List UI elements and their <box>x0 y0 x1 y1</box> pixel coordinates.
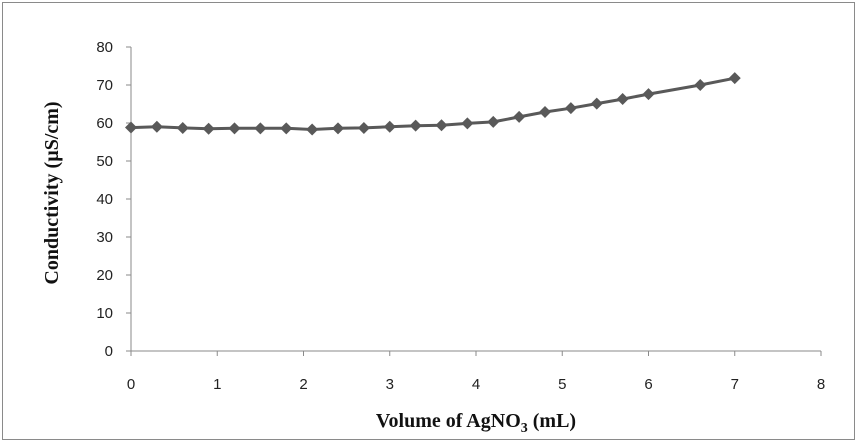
series-line <box>130 76 736 131</box>
data-point-marker <box>150 120 163 133</box>
data-point-marker <box>332 122 344 135</box>
data-point-marker <box>564 102 577 115</box>
y-tick-label: 10 <box>96 305 113 322</box>
data-point-marker <box>487 115 500 128</box>
x-tick-label: 5 <box>558 376 566 393</box>
data-point-marker <box>409 119 422 132</box>
x-axis-title-subscript: 3 <box>521 421 528 436</box>
y-tick-label: 60 <box>96 115 113 132</box>
data-point-marker <box>513 110 526 123</box>
x-tick-label: 0 <box>127 376 135 393</box>
data-point-marker <box>125 121 137 134</box>
data-point-marker <box>435 119 448 132</box>
data-point-marker <box>176 121 189 134</box>
x-axis-title-main: Volume of AgNO <box>376 410 521 432</box>
y-tick-label: 20 <box>96 267 113 284</box>
x-ticks: 0 1 2 3 4 5 6 7 8 <box>127 351 825 393</box>
x-axis-title-unit: (mL) <box>528 410 576 432</box>
x-axis-title: Volume of AgNO3 (mL) <box>376 410 576 436</box>
data-point-marker <box>228 122 241 135</box>
data-point-marker <box>539 105 551 118</box>
y-tick-label: 40 <box>96 191 113 208</box>
y-tick-label: 70 <box>96 77 113 94</box>
y-tick-label: 30 <box>96 229 113 246</box>
data-point-marker <box>590 97 603 110</box>
data-point-marker <box>694 79 707 91</box>
x-tick-label: 4 <box>472 376 480 393</box>
data-point-marker <box>254 122 267 135</box>
x-tick-label: 2 <box>299 376 307 393</box>
data-point-marker <box>383 120 396 133</box>
data-point-marker <box>357 121 370 134</box>
data-point-marker <box>728 72 741 85</box>
data-point-marker <box>280 122 293 135</box>
y-axis-title: Conductivity (µS/cm) <box>41 101 63 284</box>
y-tick-label: 0 <box>105 343 113 360</box>
y-tick-label: 80 <box>96 39 113 56</box>
x-tick-label: 7 <box>731 376 739 393</box>
x-tick-label: 3 <box>386 376 394 393</box>
chart-frame <box>2 2 855 440</box>
y-ticks: 0 10 20 30 40 50 60 70 80 <box>96 39 131 360</box>
data-point-marker <box>642 88 655 101</box>
x-tick-label: 8 <box>817 376 825 393</box>
series-group <box>125 72 741 136</box>
x-tick-label: 1 <box>213 376 221 393</box>
axes <box>130 47 821 352</box>
x-tick-label: 6 <box>644 376 652 393</box>
y-tick-label: 50 <box>96 153 113 170</box>
data-point-marker <box>616 93 629 106</box>
data-point-marker <box>461 117 474 130</box>
data-point-marker <box>202 122 215 135</box>
data-point-marker <box>306 123 319 136</box>
